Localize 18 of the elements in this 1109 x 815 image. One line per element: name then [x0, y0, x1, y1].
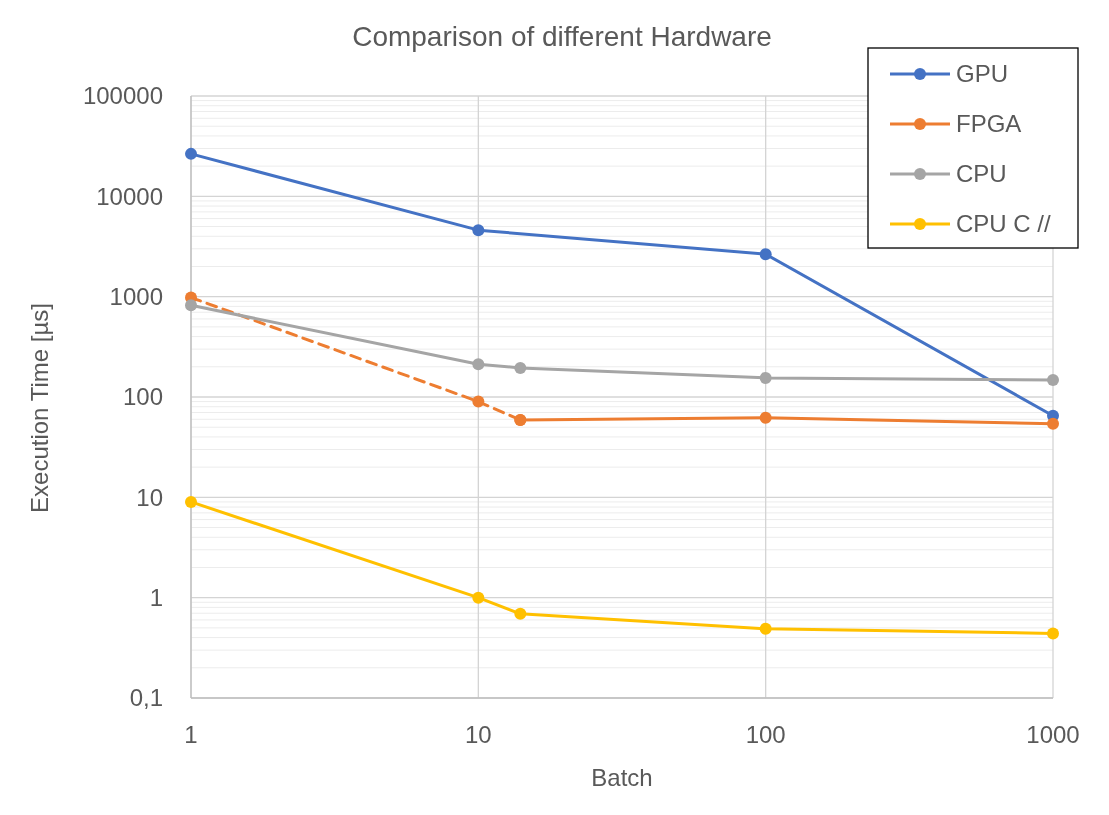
y-tick-label: 10 [136, 483, 163, 511]
legend-label: GPU [956, 60, 1009, 88]
y-axis-title: Execution Time [µs] [26, 303, 53, 513]
chart-title: Comparison of different Hardware [352, 21, 772, 52]
x-tick-label: 100 [745, 721, 786, 748]
y-tick-label: 100000 [82, 82, 163, 110]
x-axis-title: Batch [591, 764, 653, 791]
y-tick-label: 100 [122, 383, 163, 411]
x-tick-label: 1000 [1026, 721, 1080, 748]
legend-label: CPU [956, 160, 1007, 188]
y-tick-label: 1 [149, 584, 163, 612]
x-tick-label: 1 [184, 721, 198, 748]
legend-label: CPU C // [956, 210, 1052, 238]
y-tick-label: 0,1 [129, 684, 163, 712]
legend-label: FPGA [956, 110, 1022, 138]
y-tick-label: 10000 [96, 182, 163, 210]
x-tick-label: 10 [464, 721, 492, 748]
y-tick-label: 1000 [109, 283, 163, 311]
